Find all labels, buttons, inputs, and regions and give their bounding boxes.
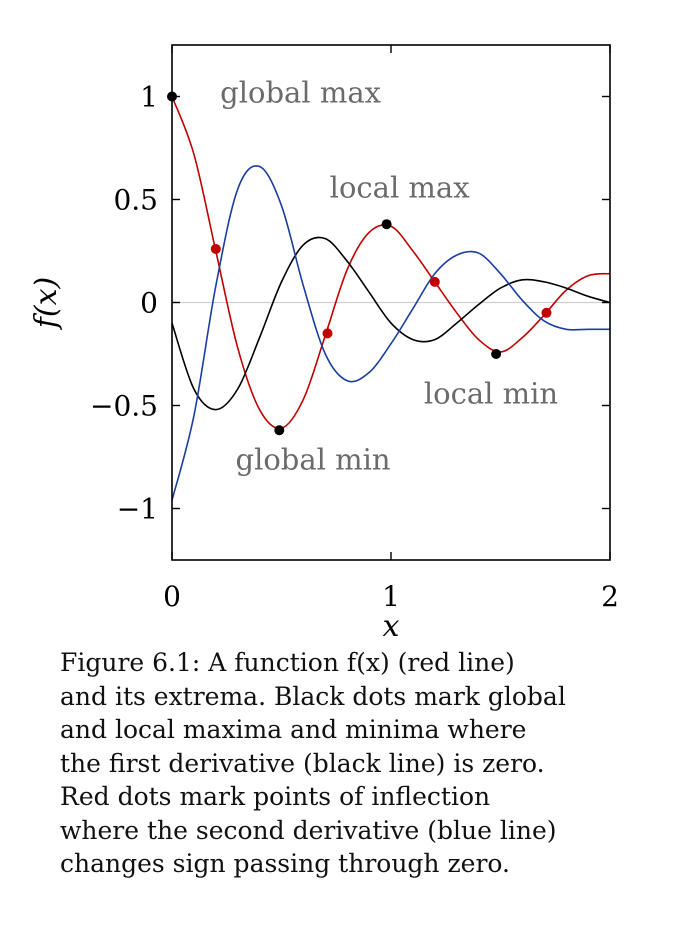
x-tick-label: 1 [382,580,400,613]
extremum-point [491,349,502,359]
inflection-point [322,328,333,339]
annotation-label: local min [424,376,558,410]
extremum-point [381,219,392,230]
labels-layer: 0 1 2 1 0.5 0 −0.5 −1 x f(x) [29,81,619,645]
x-axis-label: x [383,609,400,640]
chart-svg: 0 1 2 1 0.5 0 −0.5 −1 x f(x) global max local max l… [29,44,619,645]
y-tick-label: −1 [117,493,158,526]
y-axis-label: f(x) [29,277,64,330]
y-tick-label: 1 [140,81,158,114]
series-layer [171,96,611,501]
points-layer [167,91,552,436]
annotation-label: local max [330,170,470,204]
y-tick-label: −0.5 [90,390,158,423]
extremum-point [274,425,285,436]
inflection-point [541,307,552,318]
inflection-point [210,243,221,254]
annotation-label: global max [220,76,381,110]
figure-caption: Figure 6.1: A function f(x) (red line) a… [60,648,566,878]
first-derivative-curve [171,236,611,411]
annotation-label: global min [236,442,391,476]
x-tick-label: 2 [601,580,619,613]
y-tick-label: 0.5 [113,184,158,217]
ticks-layer [171,45,611,560]
second-derivative-curve [171,165,610,501]
inflection-point [429,276,440,287]
y-tick-label: 0 [140,287,158,320]
annotations-layer: global max local max local min global min [220,76,558,477]
x-tick-label: 0 [163,580,181,613]
